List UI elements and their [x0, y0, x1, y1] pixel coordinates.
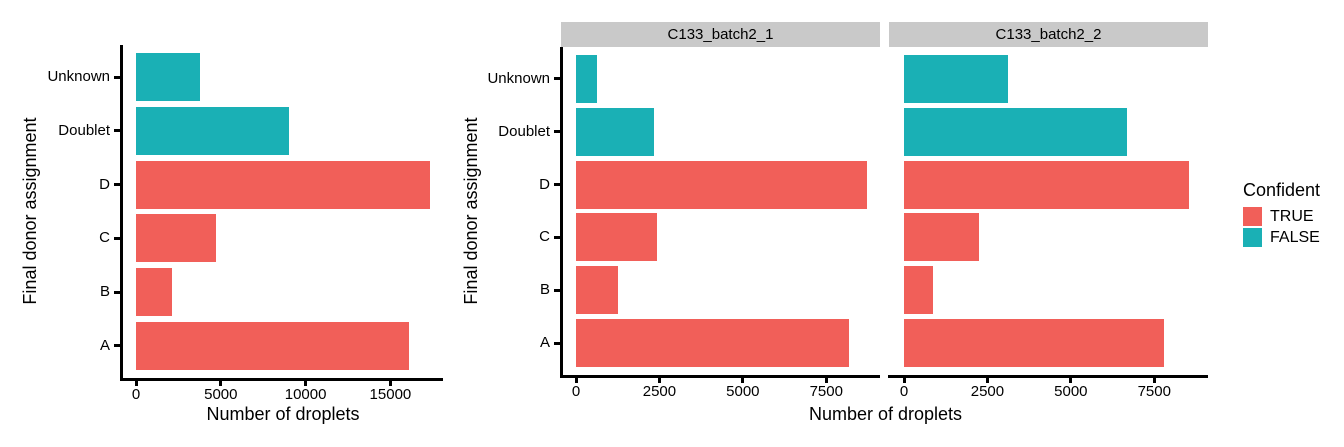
- facet-x-axis-title: Number of droplets: [808, 404, 963, 424]
- x-tick-label: 2500: [970, 383, 1005, 400]
- y-tick-mark: [114, 183, 120, 187]
- y-tick-mark: [114, 344, 120, 348]
- y-tick-label: Doublet: [58, 121, 110, 139]
- legend-entry-label: TRUE: [1270, 208, 1314, 225]
- y-tick-mark: [114, 129, 120, 133]
- y-tick-label: B: [539, 281, 550, 299]
- x-tick-mark: [1069, 378, 1073, 383]
- x-tick-label: 0: [899, 383, 909, 400]
- bar-per-sample-unknown: [904, 54, 1009, 103]
- x-tick-mark: [657, 378, 661, 383]
- y-tick-mark: [554, 130, 560, 134]
- bar-per-sample-b: [576, 266, 619, 315]
- facet-strip: C133_batch2_2: [889, 22, 1208, 47]
- y-tick-label: D: [539, 175, 550, 193]
- x-tick-mark: [388, 381, 392, 386]
- bar-per-sample-a: [904, 319, 1164, 368]
- x-axis-line: [888, 375, 1208, 378]
- legend-entry-label: FALSE: [1270, 229, 1320, 246]
- legend-title: Confident: [1243, 180, 1321, 200]
- facet-strip-label: C133_batch2_1: [667, 26, 774, 43]
- x-axis-line: [120, 378, 443, 381]
- bar-per-sample-d: [904, 160, 1189, 209]
- legend-key-false-swatch: [1243, 228, 1262, 247]
- bar-per-sample-unknown: [576, 54, 597, 103]
- legend-entry-true: TRUE: [1243, 207, 1320, 226]
- y-tick-mark: [554, 341, 560, 345]
- y-tick-label: C: [539, 228, 550, 246]
- x-tick-mark: [1152, 378, 1156, 383]
- y-tick-mark: [554, 235, 560, 239]
- y-tick-label: A: [539, 334, 550, 352]
- y-tick-mark: [114, 290, 120, 294]
- x-tick-label: 7500: [809, 383, 843, 400]
- y-tick-mark: [114, 236, 120, 240]
- y-tick-mark: [554, 288, 560, 292]
- overall-y-axis-title: Final donor assignment: [20, 117, 40, 305]
- y-tick-label: Doublet: [498, 122, 550, 140]
- x-tick-label: 0: [571, 383, 581, 400]
- x-axis-line: [560, 375, 880, 378]
- y-axis-line: [560, 47, 563, 378]
- bar-overall-c: [136, 214, 217, 263]
- x-tick-mark: [985, 378, 989, 383]
- bar-overall-a: [136, 321, 410, 370]
- x-tick-label: 10000: [284, 386, 327, 403]
- y-tick-mark: [554, 77, 560, 81]
- bar-per-sample-b: [904, 266, 933, 315]
- x-tick-mark: [304, 381, 308, 386]
- x-tick-mark: [824, 378, 828, 383]
- y-tick-label: Unknown: [487, 69, 550, 87]
- x-tick-label: 2500: [642, 383, 677, 400]
- bar-per-sample-c: [904, 213, 979, 262]
- bar-overall-unknown: [136, 53, 200, 102]
- y-tick-label: D: [99, 175, 110, 193]
- x-tick-label: 7500: [1137, 383, 1171, 400]
- x-tick-label: 5000: [726, 383, 760, 400]
- bar-overall-doublet: [136, 106, 290, 155]
- y-tick-label: Unknown: [47, 68, 110, 86]
- x-tick-mark: [134, 381, 138, 386]
- y-tick-label: B: [99, 283, 110, 301]
- facet-y-axis-title: Final donor assignment: [461, 117, 481, 305]
- legend-entry-false: FALSE: [1243, 228, 1320, 247]
- x-tick-mark: [574, 378, 578, 383]
- y-tick-label: C: [99, 229, 110, 247]
- y-tick-mark: [114, 75, 120, 79]
- x-tick-mark: [902, 378, 906, 383]
- x-tick-mark: [741, 378, 745, 383]
- x-tick-label: 0: [131, 386, 141, 403]
- bar-overall-d: [136, 160, 431, 209]
- bar-per-sample-doublet: [904, 107, 1128, 156]
- x-tick-label: 5000: [204, 386, 238, 403]
- x-tick-label: 5000: [1054, 383, 1088, 400]
- y-axis-line: [120, 45, 123, 381]
- x-tick-mark: [219, 381, 223, 386]
- overall-x-axis-title: Number of droplets: [206, 404, 360, 424]
- facet-strip: C133_batch2_1: [561, 22, 880, 47]
- bar-per-sample-doublet: [576, 107, 655, 156]
- bar-overall-b: [136, 268, 173, 317]
- bar-per-sample-d: [576, 160, 868, 209]
- bar-per-sample-c: [576, 213, 658, 262]
- facet-strip-label: C133_batch2_2: [995, 26, 1102, 43]
- bar-per-sample-a: [576, 319, 849, 368]
- y-tick-label: A: [99, 336, 110, 354]
- y-tick-mark: [554, 183, 560, 187]
- legend-key-true-swatch: [1243, 207, 1262, 226]
- legend: Confident TRUE FALSE: [1243, 180, 1320, 247]
- x-tick-label: 15000: [369, 386, 412, 403]
